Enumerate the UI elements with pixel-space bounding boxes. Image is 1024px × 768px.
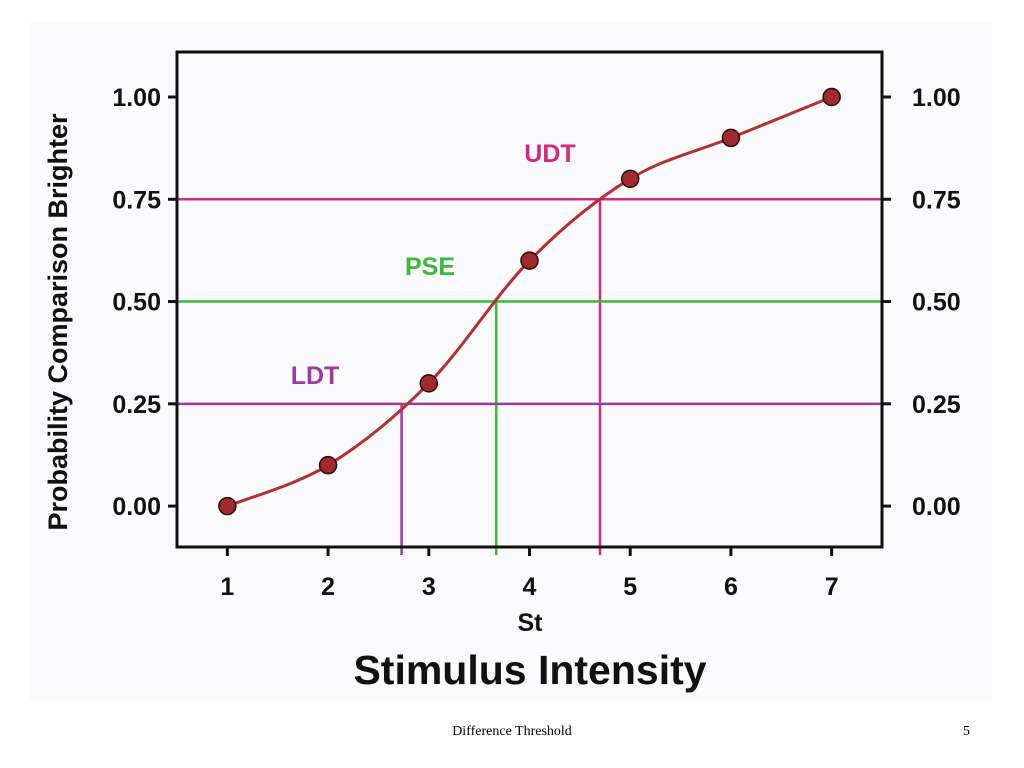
x-tick-label: 1 [220, 573, 234, 601]
y-tick-label-right: 0.75 [912, 186, 961, 214]
x-tick-label: 2 [321, 573, 335, 601]
x-tick-label: 5 [623, 573, 637, 601]
data-point-4 [520, 251, 539, 270]
x-tick-label: 3 [422, 573, 436, 601]
x-axis-title: Stimulus Intensity [353, 647, 706, 693]
y-tick-label-left: 0.25 [112, 391, 161, 419]
y-tick-label-right: 0.25 [912, 391, 961, 419]
psychometric-chart: 0.00 0.00 0.25 0.25 0.50 0.50 0.75 0.75 1.00 1.00… [43, 50, 961, 693]
slide-footer-title: Difference Threshold [452, 724, 572, 739]
x-tick-label: 4 [523, 573, 537, 601]
y-tick-label-right: 0.00 [912, 493, 961, 521]
data-point-6 [721, 128, 741, 148]
udt-label: UDT [524, 140, 575, 168]
slide-page-number: 5 [963, 724, 970, 739]
y-tick-label-left: 0.50 [112, 289, 161, 317]
y-tick-label-left: 0.75 [112, 186, 161, 214]
y-tick-label-right: 1.00 [912, 84, 961, 112]
data-point-7 [822, 87, 841, 107]
plot-frame [175, 50, 884, 549]
data-point-5 [620, 169, 640, 189]
y-tick-label-right: 0.50 [912, 289, 961, 317]
data-point-3 [419, 374, 439, 393]
y-tick-label-left: 0.00 [112, 493, 161, 521]
y-axis-title: Probability Comparison Brighter [43, 113, 73, 531]
x-tick-label: 6 [724, 573, 738, 601]
y-tick-label-left: 1.00 [112, 84, 161, 112]
ldt-label: LDT [291, 362, 340, 390]
x-axis-subtitle: St [518, 609, 544, 637]
pse-label: PSE [405, 253, 455, 281]
x-tick-label: 7 [825, 573, 839, 601]
data-point-1 [218, 496, 237, 516]
figure-panel: 0.00 0.00 0.25 0.25 0.50 0.50 0.75 0.75 1.00 1.00… [30, 22, 992, 700]
data-point-2 [318, 455, 338, 475]
